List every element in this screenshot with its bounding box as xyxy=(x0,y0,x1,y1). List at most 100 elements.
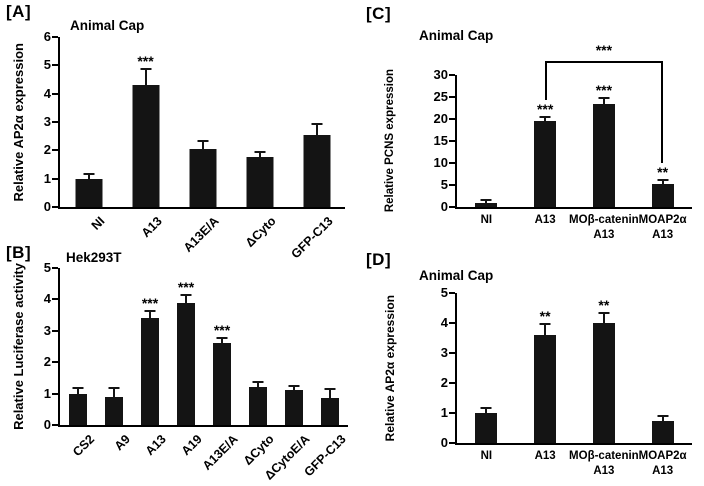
bar-chart-animal-cap-ap2a-mo: Relative AP2α expression Animal Cap 0 1 2 3… xyxy=(360,248,704,486)
bar xyxy=(177,302,195,425)
error-bar-bottom-cap xyxy=(254,161,265,164)
y-axis-title-text: Relative PCNS expression xyxy=(384,69,396,213)
y-tick-mark xyxy=(52,392,58,395)
y-tick-label: 2 xyxy=(43,142,51,158)
error-bar-bottom-cap xyxy=(108,404,120,407)
significance-bracket-label: *** xyxy=(595,42,613,58)
error-bar xyxy=(315,124,318,145)
y-tick-mark xyxy=(52,267,58,269)
y-tick-mark xyxy=(52,329,58,332)
chart-title: Animal Cap xyxy=(70,18,145,33)
error-bar xyxy=(113,388,115,405)
x-tick-label: MOAP2α A13 xyxy=(638,214,687,241)
error-bar-top-cap xyxy=(108,386,120,389)
error-bar-top-cap xyxy=(288,385,300,388)
error-bar-top-cap xyxy=(197,139,208,142)
y-axis-ticks: 0 1 2 3 4 5 xyxy=(408,285,448,450)
y-tick-label: 3 xyxy=(43,114,51,129)
bar xyxy=(321,398,339,425)
bar-slot: NI xyxy=(457,293,516,462)
error-bar-top-cap xyxy=(252,380,264,383)
bar-slot: MOAP2α A13 xyxy=(633,293,692,477)
significance-stars: *** xyxy=(137,52,154,69)
panel-b: [B] Relative Luciferase activity Hek293T… xyxy=(0,243,360,486)
significance-stars: *** xyxy=(536,100,554,117)
y-tick-mark xyxy=(449,162,455,164)
x-tick-label: MOAP2α A13 xyxy=(638,450,687,477)
x-tick-label: A13 xyxy=(138,214,165,241)
y-tick-mark xyxy=(52,298,58,301)
panel-d-label: [D] xyxy=(366,250,392,269)
y-tick-label: 5 xyxy=(43,260,51,275)
y-tick-mark xyxy=(52,424,58,426)
bars-container: NI *** A13 *** MOβ-catenin A13 ** MOAP2α A13 xyxy=(457,75,692,241)
y-tick-label: 5 xyxy=(440,285,448,300)
y-tick-label: 0 xyxy=(440,199,448,214)
bar-slot: *** A13 xyxy=(132,268,169,458)
bar xyxy=(249,387,267,425)
error-bar-top-cap xyxy=(539,115,551,118)
x-tick-label: A9 xyxy=(111,432,133,454)
error-bar-bottom-cap xyxy=(140,100,151,103)
y-tick-label: 0 xyxy=(43,417,51,432)
error-bar-bottom-cap xyxy=(197,156,208,158)
error-bar-bottom-cap xyxy=(480,203,492,206)
error-bar xyxy=(485,201,488,204)
significance-bracket-leg xyxy=(545,61,548,100)
y-tick-mark xyxy=(449,118,455,120)
y-tick-label: 1 xyxy=(43,385,51,401)
bar-slot: A9 xyxy=(96,268,133,453)
x-tick-label: MOβ-catenin A13 xyxy=(569,214,639,241)
bar-slot: NI xyxy=(60,37,117,233)
error-bar-bottom-cap xyxy=(252,392,264,395)
y-tick-label: 1 xyxy=(43,170,51,186)
panel-d: [D] Relative AP2α expression Animal Cap … xyxy=(360,248,704,486)
error-bar-bottom-cap xyxy=(311,144,322,147)
y-tick-label: 15 xyxy=(433,133,448,148)
error-bar xyxy=(329,390,331,407)
bar-chart-animal-cap-pcns: Relative PCNS expression Animal Cap 0 5 10… xyxy=(360,0,704,248)
significance-stars: ** xyxy=(657,163,669,180)
bar-slot: *** A13 xyxy=(516,75,575,226)
y-tick-label: 30 xyxy=(433,67,448,82)
y-axis-ticks: 0 1 2 3 4 5 6 xyxy=(11,29,51,214)
bar xyxy=(592,103,615,207)
error-bar-top-cap xyxy=(480,406,492,409)
chart-title: Animal Cap xyxy=(419,28,494,43)
error-bar-top-cap xyxy=(216,336,228,339)
error-bar-top-cap xyxy=(311,122,322,125)
x-tick-label: CS2 xyxy=(69,432,97,460)
x-tick-label: A13 xyxy=(142,432,169,459)
y-tick-label: 4 xyxy=(43,291,51,307)
x-tick-label: A19 xyxy=(178,432,205,459)
y-tick-mark xyxy=(449,442,455,444)
bar xyxy=(246,157,273,207)
significance-stars: *** xyxy=(213,321,231,338)
error-bar xyxy=(149,311,151,325)
significance-stars: *** xyxy=(595,82,613,99)
y-tick-label: 5 xyxy=(43,57,51,73)
bar-slot: CS2 xyxy=(60,268,97,459)
y-tick-label: 2 xyxy=(43,354,51,370)
y-tick-mark xyxy=(52,206,58,208)
y-tick-mark xyxy=(449,74,455,76)
error-bar-bottom-cap xyxy=(324,406,336,409)
y-tick-label: 10 xyxy=(433,155,448,170)
bar-slot: GFP-C13 xyxy=(288,37,345,261)
error-bar-bottom-cap xyxy=(180,308,192,311)
error-bar-top-cap xyxy=(83,173,94,176)
panel-a-label: [A] xyxy=(6,2,32,21)
significance-bracket xyxy=(545,61,663,63)
error-bar xyxy=(185,296,187,309)
bar xyxy=(303,134,330,207)
y-tick-mark xyxy=(52,177,58,180)
x-tick-label: A13E/A xyxy=(200,432,241,473)
error-bar-bottom-cap xyxy=(598,332,610,334)
y-tick-mark xyxy=(449,140,455,142)
bar xyxy=(141,318,159,425)
plot-area: Animal Cap 0 5 10 15 20 25 30 NI *** A13 *** MOβ-c… xyxy=(419,28,692,241)
bar xyxy=(534,121,557,207)
bar xyxy=(651,184,674,207)
error-bar-bottom-cap xyxy=(539,124,551,127)
